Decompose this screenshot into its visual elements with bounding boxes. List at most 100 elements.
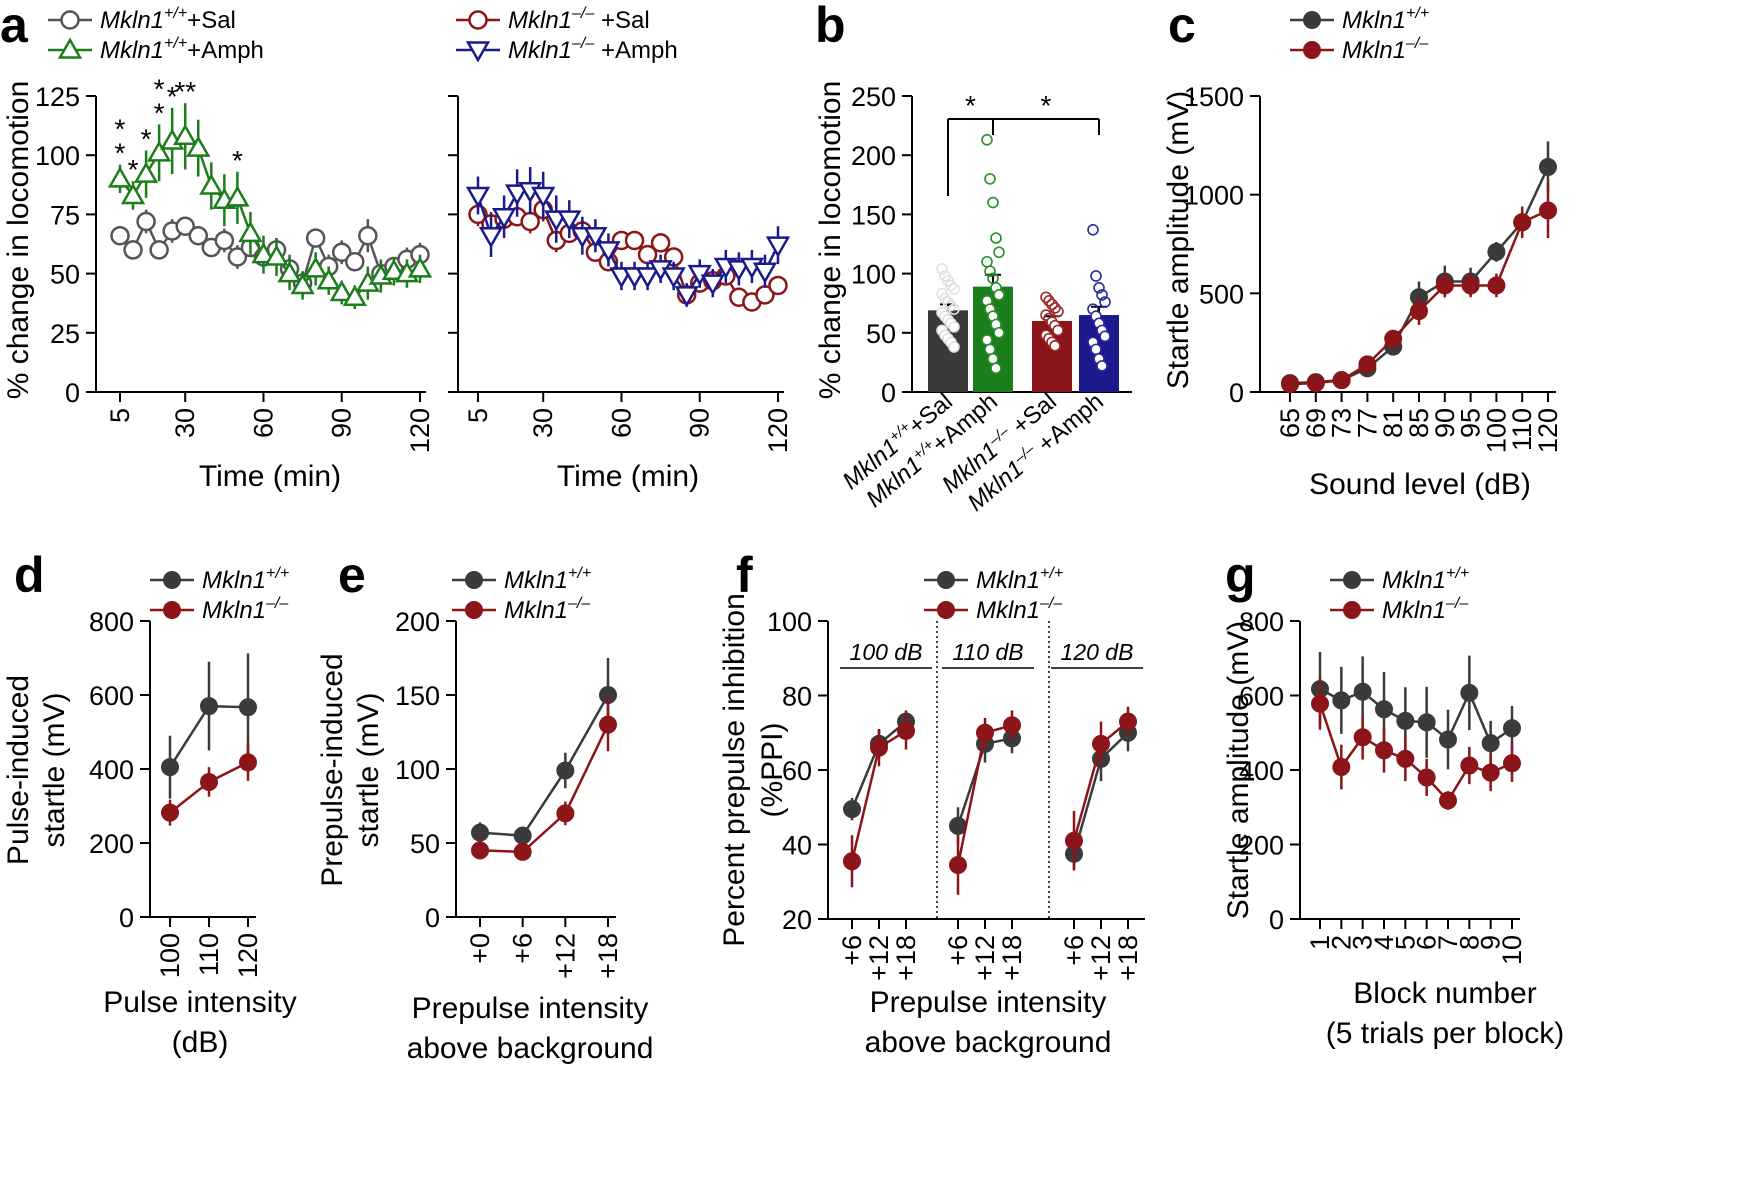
legend-entry-label-main: Mkln1 bbox=[504, 597, 568, 624]
legend-entry-marker bbox=[1303, 41, 1321, 59]
group-label: 100 dB bbox=[850, 639, 923, 665]
data-point bbox=[471, 823, 489, 842]
legend-entry-label-suffix: +Sal bbox=[187, 7, 236, 34]
y-axis-tick-label: 0 bbox=[1269, 905, 1284, 935]
x-tick-label: 100 bbox=[1481, 408, 1511, 453]
significance-star: * bbox=[154, 97, 165, 128]
data-point bbox=[146, 140, 172, 162]
data-point bbox=[303, 256, 328, 278]
x-tick-label: 120 bbox=[405, 408, 435, 453]
y-axis-tick-label: 75 bbox=[50, 200, 80, 230]
y-axis-tick-label: 500 bbox=[1199, 279, 1244, 309]
data-point bbox=[1375, 700, 1393, 719]
data-point bbox=[504, 184, 530, 206]
data-point bbox=[381, 258, 407, 280]
data-point bbox=[331, 242, 352, 263]
scatter-point bbox=[948, 341, 960, 353]
bar bbox=[973, 286, 1013, 392]
y-axis-tick-label: 50 bbox=[866, 319, 896, 349]
y-axis-tick-label: 400 bbox=[89, 755, 134, 785]
x-tick-label: +6 bbox=[1059, 935, 1089, 966]
panel-letter-c: c bbox=[1168, 0, 1196, 53]
data-point bbox=[149, 240, 169, 260]
legend-entry-label-sup: +/+ bbox=[568, 565, 591, 582]
data-point bbox=[949, 855, 967, 874]
data-point bbox=[843, 852, 861, 871]
legend-entry-label-main: Mkln1 bbox=[202, 597, 266, 624]
x-tick-label: 5 bbox=[105, 408, 135, 423]
data-point bbox=[1396, 711, 1415, 730]
x-axis-title: Time (min) bbox=[199, 460, 341, 493]
significance-star: * bbox=[141, 123, 152, 154]
legend-entry-label-main: Mkln1 bbox=[202, 567, 266, 594]
legend-entry-label-sup: +/+ bbox=[164, 35, 187, 52]
panel-letter-f: f bbox=[736, 547, 753, 603]
scatter-point bbox=[987, 272, 999, 285]
legend-entry-marker bbox=[465, 601, 483, 619]
legend-entry-label-sup: +/+ bbox=[164, 5, 187, 22]
x-tick-label: 5 bbox=[1390, 935, 1420, 950]
legend-entry-label-main: Mkln1 bbox=[508, 37, 572, 64]
legend-entry-label-main: Mkln1 bbox=[504, 567, 568, 594]
data-point bbox=[1487, 276, 1506, 295]
legend-entry-label-sup: –/– bbox=[265, 595, 288, 612]
data-point bbox=[1353, 682, 1372, 701]
data-point bbox=[650, 233, 671, 253]
y-axis-tick-label: 0 bbox=[425, 903, 440, 933]
legend-entry-label-sup: –/– bbox=[567, 595, 590, 612]
data-point bbox=[1332, 371, 1351, 390]
data-point bbox=[161, 758, 179, 777]
scatter-point bbox=[1049, 340, 1061, 352]
data-point bbox=[200, 772, 218, 791]
scatter-point bbox=[990, 362, 1002, 375]
data-point bbox=[329, 280, 354, 302]
data-point bbox=[624, 230, 645, 251]
scatter-point bbox=[936, 263, 948, 275]
legend-entry-label: Mkln1–/– +Sal bbox=[508, 5, 650, 34]
x-axis-title: Time (min) bbox=[557, 460, 699, 493]
legend-entry-marker bbox=[163, 601, 181, 619]
scatter-point bbox=[1040, 291, 1052, 304]
y-axis-tick-label: 50 bbox=[410, 829, 440, 859]
panel-a-left: a % change in locomotion 0 25 50 75 100 125 5 30 6… bbox=[0, 0, 435, 493]
y-axis-tick-label: 80 bbox=[782, 682, 812, 712]
legend-entry-label: Mkln1+/+ bbox=[1382, 565, 1469, 594]
y-axis-title: Startle amplitude (mV) bbox=[1222, 621, 1255, 919]
data-point bbox=[1311, 694, 1329, 713]
legend-entry-label: Mkln1–/– bbox=[976, 595, 1062, 624]
data-point bbox=[1539, 158, 1557, 177]
legend-entry-label-main: Mkln1 bbox=[1342, 37, 1406, 64]
data-point bbox=[700, 274, 725, 296]
legend-entry-label-sup: –/– bbox=[1445, 595, 1468, 612]
scatter-point bbox=[948, 303, 960, 315]
scatter-point bbox=[993, 326, 1005, 339]
data-point bbox=[290, 272, 315, 295]
significance-star: * bbox=[115, 114, 126, 145]
data-point bbox=[1539, 201, 1557, 220]
x-axis-title: above background bbox=[407, 1032, 654, 1065]
data-point bbox=[1435, 276, 1454, 295]
scatter-point bbox=[984, 265, 996, 278]
group-label: 120 dB bbox=[1061, 639, 1134, 665]
scatter-point bbox=[945, 299, 957, 312]
panel-letter-b: b bbox=[815, 0, 846, 53]
x-tick-label: 95 bbox=[1456, 408, 1486, 438]
legend-entry-label-main: Mkln1 bbox=[508, 7, 572, 34]
scatter-point bbox=[993, 246, 1005, 259]
legend-entry-marker bbox=[937, 571, 955, 589]
x-tick-label: 120 bbox=[763, 408, 793, 453]
significance-star: * bbox=[232, 145, 243, 176]
data-point bbox=[239, 753, 257, 772]
data-point bbox=[556, 804, 575, 823]
x-tick-label: 30 bbox=[528, 408, 558, 438]
y-axis-tick-label: 60 bbox=[782, 756, 812, 786]
x-axis-title: Pulse intensity bbox=[103, 986, 296, 1019]
legend-entry-label-sup: –/– bbox=[571, 5, 594, 22]
scatter-point bbox=[993, 289, 1005, 301]
legend-entry-label-sup: +/+ bbox=[1406, 5, 1429, 22]
scatter-point bbox=[948, 321, 960, 333]
legend-entry-marker bbox=[1343, 601, 1361, 619]
significance-star: * bbox=[115, 138, 126, 169]
scatter-point bbox=[939, 292, 951, 305]
x-tick-label: 69 bbox=[1301, 408, 1331, 438]
